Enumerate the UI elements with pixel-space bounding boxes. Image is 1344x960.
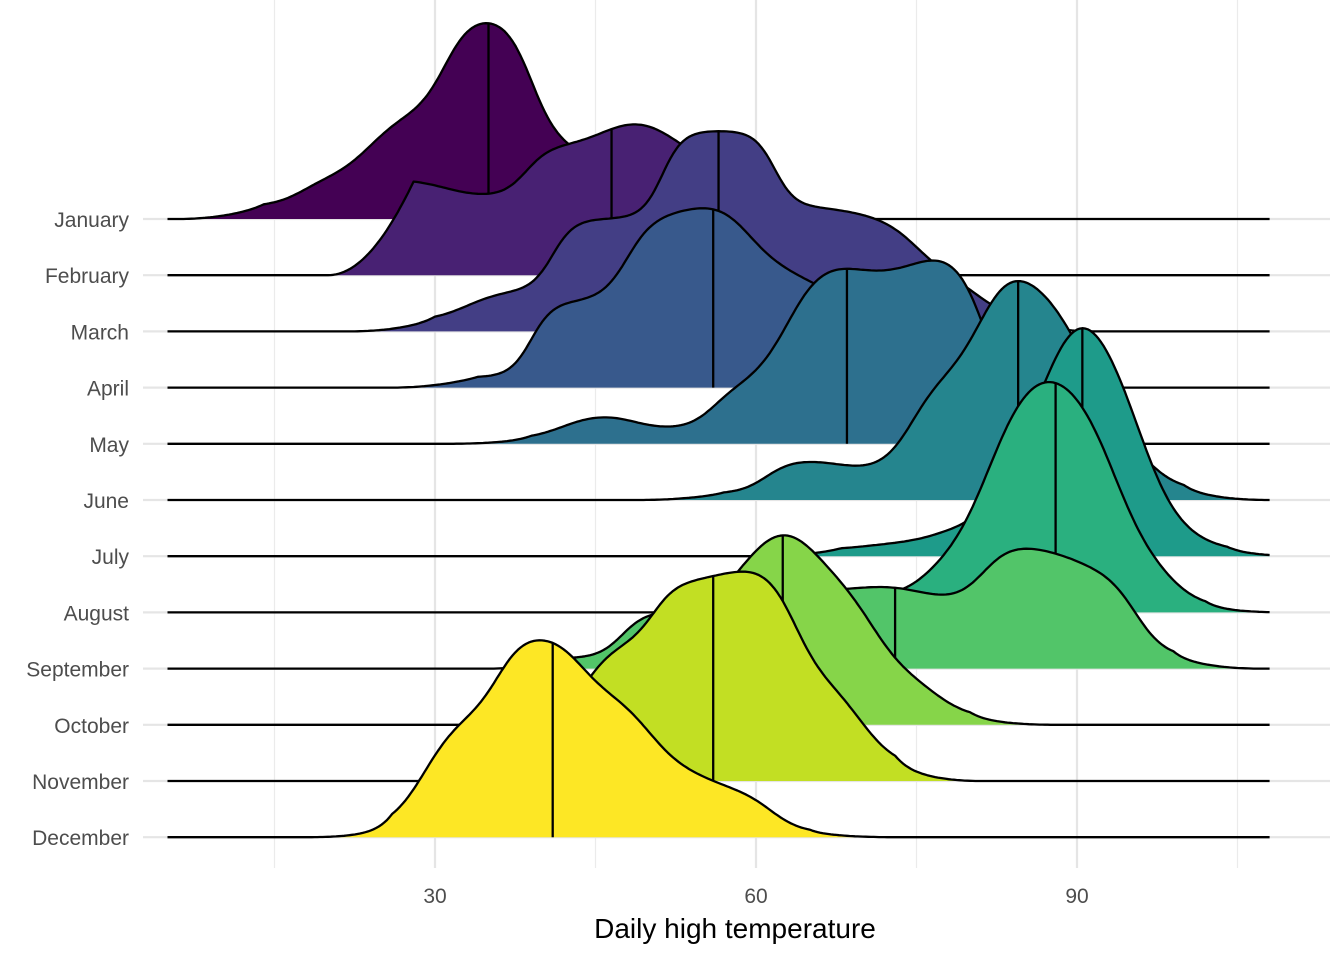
ridge-area [167, 281, 1270, 500]
x-tick-label: 90 [1065, 885, 1088, 908]
y-tick-label: December [32, 827, 129, 850]
x-tick-label: 30 [423, 885, 446, 908]
y-tick-label: April [87, 378, 129, 401]
ridge-december [167, 639, 1270, 839]
ridge-outline [167, 639, 1270, 839]
y-tick-label: November [32, 771, 129, 794]
y-tick-label: July [92, 546, 130, 569]
ridge-outline [167, 570, 1270, 783]
ridge-area [167, 382, 1270, 613]
ridge-area [167, 23, 1270, 220]
x-axis-title: Daily high temperature [594, 913, 876, 944]
y-tick-label: May [89, 434, 129, 457]
ridges [167, 22, 1270, 839]
y-tick-label: June [83, 490, 129, 513]
y-tick-label: March [71, 321, 129, 344]
x-tick-label: 60 [744, 885, 767, 908]
ridge-area [167, 640, 1270, 838]
y-tick-label: September [26, 659, 129, 682]
y-tick-label: August [64, 602, 130, 625]
y-tick-label: October [54, 715, 129, 738]
x-tick-labels: 30 60 90 [423, 885, 1088, 908]
y-tick-label: February [45, 265, 130, 288]
ridge-november [167, 570, 1270, 783]
ridge-area [167, 571, 1270, 781]
y-tick-label: January [54, 209, 129, 232]
y-tick-labels: January February March April May June July Augu… [26, 209, 129, 850]
ridge-outline [167, 327, 1270, 558]
ridge-area [167, 208, 1270, 388]
